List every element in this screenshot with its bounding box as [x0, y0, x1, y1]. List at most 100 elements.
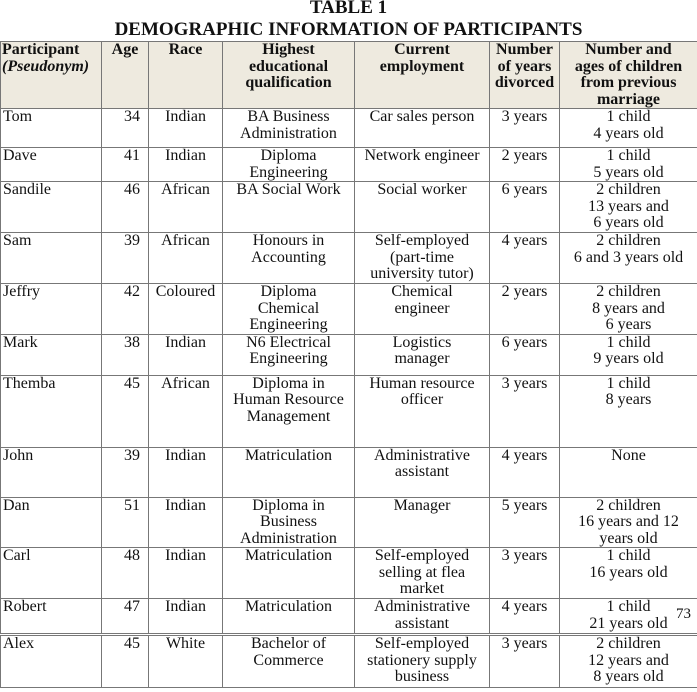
- cell-employment: Administrative assistant: [354, 446, 490, 498]
- table-number: TABLE 1: [309, 0, 388, 18]
- table-row: Jeffry 42 Coloured Diploma Chemical Enginee…: [0, 283, 697, 335]
- cell-children: 2 children 13 years and 6 years old: [559, 181, 697, 233]
- header-children: Number and ages of children from previou…: [559, 41, 697, 109]
- cell-name: Carl: [0, 547, 102, 599]
- cell-children: 1 child 8 years: [559, 374, 697, 448]
- cell-age: 51: [101, 496, 149, 548]
- cell-age: 34: [101, 108, 149, 148]
- cell-children: 1 child 9 years old: [559, 333, 697, 376]
- cell-name: John: [0, 446, 102, 498]
- page-number: 73: [676, 606, 691, 622]
- cell-race: Indian: [148, 598, 223, 635]
- header-participant: Participant (Pseudonym): [0, 41, 102, 109]
- cell-qualification: Diploma in Human Resource Management: [222, 374, 355, 448]
- table-row: Mark 38 Indian N6 Electrical Engineering Log…: [0, 333, 697, 376]
- cell-qualification: Matriculation: [222, 446, 355, 498]
- table-row: Tom 34 Indian BA Business Administration Car…: [0, 108, 697, 148]
- cell-name: Themba: [0, 374, 102, 448]
- table-row: Alex 45 White Bachelor of Commerce Self-empl…: [0, 633, 697, 688]
- cell-age: 48: [101, 547, 149, 599]
- cell-age: 39: [101, 446, 149, 498]
- cell-race: Indian: [148, 108, 223, 148]
- cell-qualification: Diploma Engineering: [222, 147, 355, 182]
- cell-years-divorced: 6 years: [489, 181, 560, 233]
- cell-qualification: Diploma in Business Administration: [222, 496, 355, 548]
- header-qualification: Highest educational qualification: [222, 41, 355, 109]
- table-row: Sam 39 African Honours in Accounting Self-em…: [0, 232, 697, 284]
- cell-race: African: [148, 181, 223, 233]
- cell-race: Indian: [148, 147, 223, 182]
- header-row: Participant (Pseudonym) Age Race Highest …: [0, 41, 697, 109]
- cell-name: Tom: [0, 108, 102, 148]
- cell-years-divorced: 4 years: [489, 232, 560, 284]
- cell-employment: Administrative assistant: [354, 598, 490, 635]
- cell-years-divorced: 3 years: [489, 633, 560, 688]
- cell-children: 1 child 16 years old: [559, 547, 697, 599]
- cell-qualification: Honours in Accounting: [222, 232, 355, 284]
- cell-employment: Self-employed stationery supply business: [354, 633, 490, 688]
- cell-children: 1 child 4 years old: [559, 108, 697, 148]
- cell-race: African: [148, 374, 223, 448]
- table-row: Sandile 46 African BA Social Work Social wor…: [0, 181, 697, 233]
- cell-race: Indian: [148, 333, 223, 376]
- cell-years-divorced: 3 years: [489, 108, 560, 148]
- cell-employment: Self-employed selling at flea market: [354, 547, 490, 599]
- cell-employment: Self-employed (part-time university tuto…: [354, 232, 490, 284]
- cell-employment: Manager: [354, 496, 490, 548]
- cell-years-divorced: 3 years: [489, 374, 560, 448]
- cell-children: 2 children 12 years and 8 years old: [559, 633, 697, 688]
- cell-qualification: BA Business Administration: [222, 108, 355, 148]
- cell-children: None: [559, 446, 697, 498]
- cell-name: Mark: [0, 333, 102, 376]
- cell-employment: Car sales person: [354, 108, 490, 148]
- cell-years-divorced: 6 years: [489, 333, 560, 376]
- cell-age: 45: [101, 633, 149, 688]
- cell-race: Indian: [148, 547, 223, 599]
- cell-children: 2 children 16 years and 12 years old: [559, 496, 697, 548]
- cell-race: African: [148, 232, 223, 284]
- demographics-table: Participant (Pseudonym) Age Race Highest …: [0, 41, 697, 688]
- cell-qualification: N6 Electrical Engineering: [222, 333, 355, 376]
- cell-children: 2 children 6 and 3 years old: [559, 232, 697, 284]
- header-race: Race: [148, 41, 223, 109]
- cell-race: White: [148, 633, 223, 688]
- cell-name: Sam: [0, 232, 102, 284]
- table-row: Robert 47 Indian Matriculation Administrativ…: [0, 598, 697, 635]
- header-employment: Current employment: [354, 41, 490, 109]
- cell-name: Sandile: [0, 181, 102, 233]
- cell-years-divorced: 2 years: [489, 147, 560, 182]
- cell-years-divorced: 2 years: [489, 283, 560, 335]
- table-row: Dan 51 Indian Diploma in Business Administr…: [0, 496, 697, 548]
- cell-age: 47: [101, 598, 149, 635]
- cell-qualification: Matriculation: [222, 598, 355, 635]
- table-row: John 39 Indian Matriculation Administrative …: [0, 446, 697, 498]
- cell-name: Jeffry: [0, 283, 102, 335]
- cell-employment: Social worker: [354, 181, 490, 233]
- cell-qualification: BA Social Work: [222, 181, 355, 233]
- cell-qualification: Bachelor of Commerce: [222, 633, 355, 688]
- cell-name: Dave: [0, 147, 102, 182]
- cell-years-divorced: 3 years: [489, 547, 560, 599]
- table-row: Dave 41 Indian Diploma Engineering Network e…: [0, 147, 697, 182]
- cell-years-divorced: 4 years: [489, 446, 560, 498]
- cell-age: 46: [101, 181, 149, 233]
- cell-employment: Logistics manager: [354, 333, 490, 376]
- table-row: Themba 45 African Diploma in Human Resource…: [0, 374, 697, 448]
- header-years-divorced: Number of years divorced: [489, 41, 560, 109]
- cell-age: 42: [101, 283, 149, 335]
- cell-race: Coloured: [148, 283, 223, 335]
- cell-race: Indian: [148, 446, 223, 498]
- header-pseudonym-label: (Pseudonym): [2, 57, 90, 75]
- cell-employment: Network engineer: [354, 147, 490, 182]
- cell-employment: Chemical engineer: [354, 283, 490, 335]
- table-title: DEMOGRAPHIC INFORMATION OF PARTICIPANTS: [114, 19, 583, 40]
- cell-children: 1 child 21 years old: [559, 598, 697, 635]
- header-participant-label: Participant: [2, 41, 80, 58]
- cell-qualification: Matriculation: [222, 547, 355, 599]
- cell-name: Dan: [0, 496, 102, 548]
- cell-name: Robert: [0, 598, 102, 635]
- cell-age: 38: [101, 333, 149, 376]
- cell-qualification: Diploma Chemical Engineering: [222, 283, 355, 335]
- cell-age: 45: [101, 374, 149, 448]
- table-row: Carl 48 Indian Matriculation Self-employed s…: [0, 547, 697, 599]
